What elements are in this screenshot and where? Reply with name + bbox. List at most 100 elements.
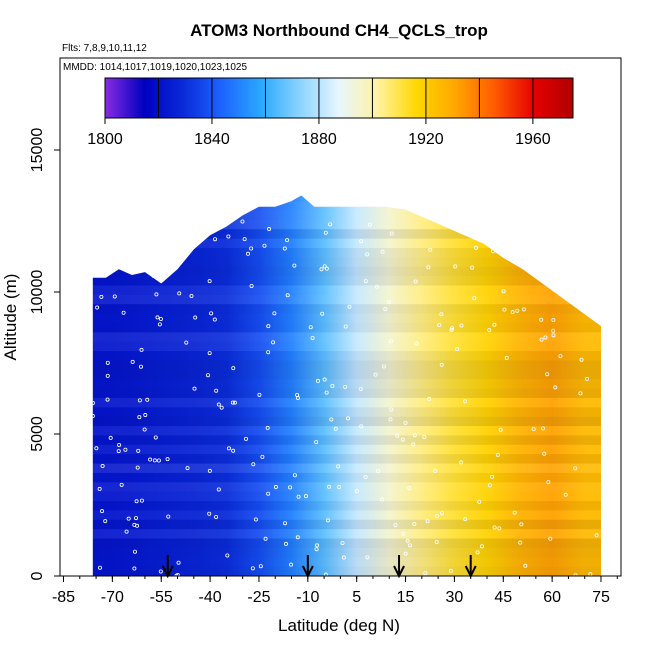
- sample-point: [475, 550, 480, 555]
- sample-point: [267, 227, 272, 232]
- sample-point: [414, 341, 419, 346]
- sample-point: [437, 322, 442, 327]
- colorbar-tick-label: 1840: [194, 131, 230, 148]
- heatmap-band: [92, 463, 602, 473]
- sample-point: [448, 568, 453, 573]
- sample-point: [545, 372, 550, 377]
- y-axis-label: Altitude (m): [1, 274, 20, 361]
- sample-point: [176, 560, 181, 565]
- sample-point: [117, 442, 122, 447]
- sample-point: [403, 551, 408, 556]
- sample-point: [231, 448, 236, 453]
- heatmap-band: [92, 454, 602, 464]
- dates-note: MMDD: 1014,1017,1019,1020,1023,1025: [63, 62, 247, 73]
- sample-point: [250, 566, 255, 571]
- sample-point: [395, 433, 400, 438]
- sample-point: [558, 354, 563, 359]
- sample-point: [216, 402, 221, 407]
- sample-point: [232, 400, 237, 405]
- sample-point: [148, 457, 153, 462]
- sample-point: [407, 485, 412, 490]
- sample-point: [579, 263, 584, 268]
- sample-point: [343, 384, 348, 389]
- x-axis-label: Latitude (deg N): [278, 616, 400, 635]
- x-tick-label: -40: [199, 589, 222, 606]
- sample-point: [380, 249, 385, 254]
- sample-point: [292, 263, 297, 268]
- sample-point: [422, 435, 427, 440]
- heatmap-band: [92, 491, 602, 502]
- sample-point: [512, 510, 517, 515]
- sample-point: [137, 415, 142, 420]
- sample-point: [439, 362, 444, 367]
- sample-point: [427, 396, 432, 401]
- sample-point: [393, 523, 398, 528]
- sample-point: [105, 373, 110, 378]
- heatmap-band: [92, 360, 602, 370]
- sample-point: [517, 235, 522, 240]
- sample-point: [285, 293, 290, 298]
- sample-point: [573, 573, 578, 576]
- x-tick-label: 45: [494, 589, 512, 606]
- sample-point: [329, 417, 334, 422]
- sample-point: [323, 572, 328, 576]
- sample-point: [185, 466, 190, 471]
- sample-point: [343, 324, 348, 329]
- sample-point: [380, 497, 385, 502]
- sample-point: [289, 562, 294, 567]
- sample-point: [319, 267, 324, 272]
- sample-point: [139, 498, 144, 503]
- sample-point: [175, 572, 180, 576]
- sample-point: [400, 437, 405, 442]
- sample-point: [165, 457, 170, 462]
- sample-point: [151, 254, 156, 259]
- heatmap-band: [92, 557, 602, 567]
- sample-point: [495, 452, 500, 457]
- heatmap-band: [92, 229, 602, 239]
- x-tick-label: 60: [543, 589, 561, 606]
- sample-point: [492, 322, 497, 327]
- sample-point: [401, 531, 406, 536]
- sample-point: [266, 324, 271, 329]
- y-tick-label: 10000: [29, 270, 46, 315]
- sample-point: [135, 465, 140, 470]
- x-axis: -85 -70 -55 -40 -25 -10 5 15 30 45 60 75: [52, 576, 618, 606]
- sample-point: [263, 536, 268, 541]
- sample-point: [587, 224, 592, 229]
- sample-point: [324, 266, 329, 271]
- heatmap-band: [92, 426, 602, 436]
- sample-point: [367, 222, 372, 227]
- sample-point: [207, 511, 212, 516]
- heatmap-band: [92, 472, 602, 483]
- sample-point: [473, 245, 478, 250]
- sample-point: [518, 220, 523, 225]
- heatmap-band: [86, 182, 607, 191]
- sample-point: [365, 555, 370, 560]
- heatmap-band: [92, 341, 602, 352]
- sample-point: [92, 401, 95, 406]
- sample-point: [98, 565, 103, 570]
- sample-point: [92, 226, 97, 231]
- heatmap-band: [92, 547, 602, 558]
- sample-point: [283, 521, 288, 526]
- sample-point: [226, 234, 231, 239]
- sample-point: [207, 351, 212, 356]
- heatmap-band: [92, 238, 602, 248]
- sample-point: [459, 323, 464, 328]
- sample-point: [145, 397, 150, 402]
- sample-point: [315, 543, 320, 548]
- heatmap-band: [92, 538, 602, 548]
- sample-point: [132, 549, 137, 554]
- y-axis: 0 5000 10000 15000: [29, 128, 60, 580]
- sample-point: [310, 335, 315, 340]
- sample-point: [543, 335, 548, 340]
- sample-point: [531, 426, 536, 431]
- sample-point: [502, 307, 507, 312]
- sample-point: [322, 377, 327, 382]
- heatmap-band: [92, 351, 602, 361]
- heatmap-band: [92, 388, 602, 398]
- sample-point: [539, 317, 544, 322]
- sample-point: [341, 555, 346, 560]
- sample-point: [455, 347, 460, 352]
